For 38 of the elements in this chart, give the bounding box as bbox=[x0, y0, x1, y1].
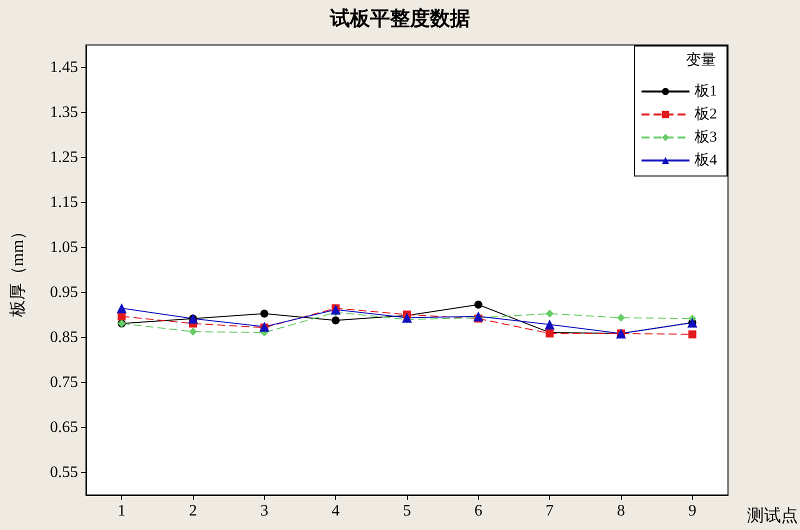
x-tick-label: 9 bbox=[688, 502, 696, 520]
point bbox=[546, 310, 554, 318]
y-tick-label: 1.45 bbox=[50, 59, 78, 76]
point bbox=[402, 312, 412, 323]
x-tick-label: 1 bbox=[118, 502, 126, 520]
x-tick-label: 8 bbox=[617, 502, 625, 520]
x-tick-label: 3 bbox=[260, 502, 268, 520]
x-tick-label: 5 bbox=[403, 502, 411, 520]
y-tick-label: 1.05 bbox=[50, 239, 78, 256]
chart-title: 试板平整度数据 bbox=[329, 7, 470, 30]
legend-label: 板2 bbox=[694, 106, 717, 122]
point bbox=[332, 316, 340, 324]
y-tick-label: 0.75 bbox=[50, 374, 78, 391]
point bbox=[189, 328, 197, 336]
x-tick-label: 2 bbox=[189, 502, 197, 520]
x-tick-label: 4 bbox=[332, 502, 340, 520]
legend-title: 变量 bbox=[686, 52, 716, 68]
legend-label: 板1 bbox=[694, 82, 717, 100]
y-tick-label: 1.35 bbox=[50, 104, 78, 121]
legend-label: 板4 bbox=[694, 152, 718, 168]
point bbox=[544, 319, 555, 330]
y-tick-label: 0.95 bbox=[50, 284, 78, 301]
point bbox=[688, 330, 696, 338]
y-tick-label: 0.55 bbox=[50, 464, 78, 481]
x-axis-title: 测试点 bbox=[747, 506, 798, 525]
point bbox=[617, 314, 625, 322]
x-tick-label: 7 bbox=[546, 502, 554, 520]
point bbox=[474, 300, 482, 309]
x-tick-label: 6 bbox=[474, 502, 482, 520]
point bbox=[116, 303, 127, 314]
y-axis-title: 板厚（mm） bbox=[8, 222, 27, 318]
point bbox=[473, 311, 484, 322]
point bbox=[260, 310, 268, 318]
y-tick-label: 1.15 bbox=[50, 194, 78, 211]
legend-label: 板3 bbox=[694, 128, 717, 146]
y-tick-label: 1.25 bbox=[50, 149, 78, 166]
y-tick-label: 0.85 bbox=[50, 329, 78, 346]
y-tick-label: 0.65 bbox=[50, 419, 78, 436]
